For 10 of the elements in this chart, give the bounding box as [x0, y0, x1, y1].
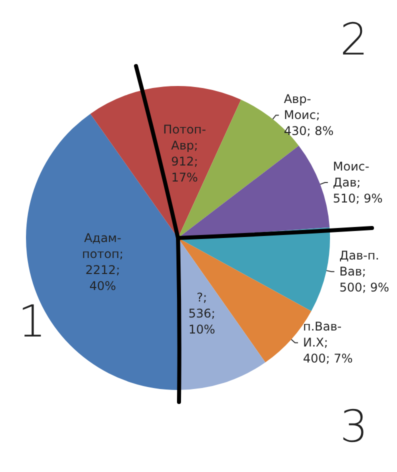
text: 2 [340, 14, 368, 66]
slice-label: ?; 536; 10% [188, 290, 216, 336]
slice-label: Моис-Дав; 510; 9% [332, 160, 383, 206]
text: 1 [18, 296, 46, 348]
slice-label: Адам-потоп; 2212; 40% [82, 230, 124, 293]
slice-label: Потоп-Авр; 912; 17% [163, 122, 206, 184]
slice-label: п.Вав-И.Х; 400; 7% [302, 320, 353, 366]
text: 3 [340, 402, 368, 452]
slice-label: Дав-п. Вав; 500; 9% [339, 248, 390, 295]
slice-label: Авр-Моис; 430; 8% [284, 92, 334, 138]
